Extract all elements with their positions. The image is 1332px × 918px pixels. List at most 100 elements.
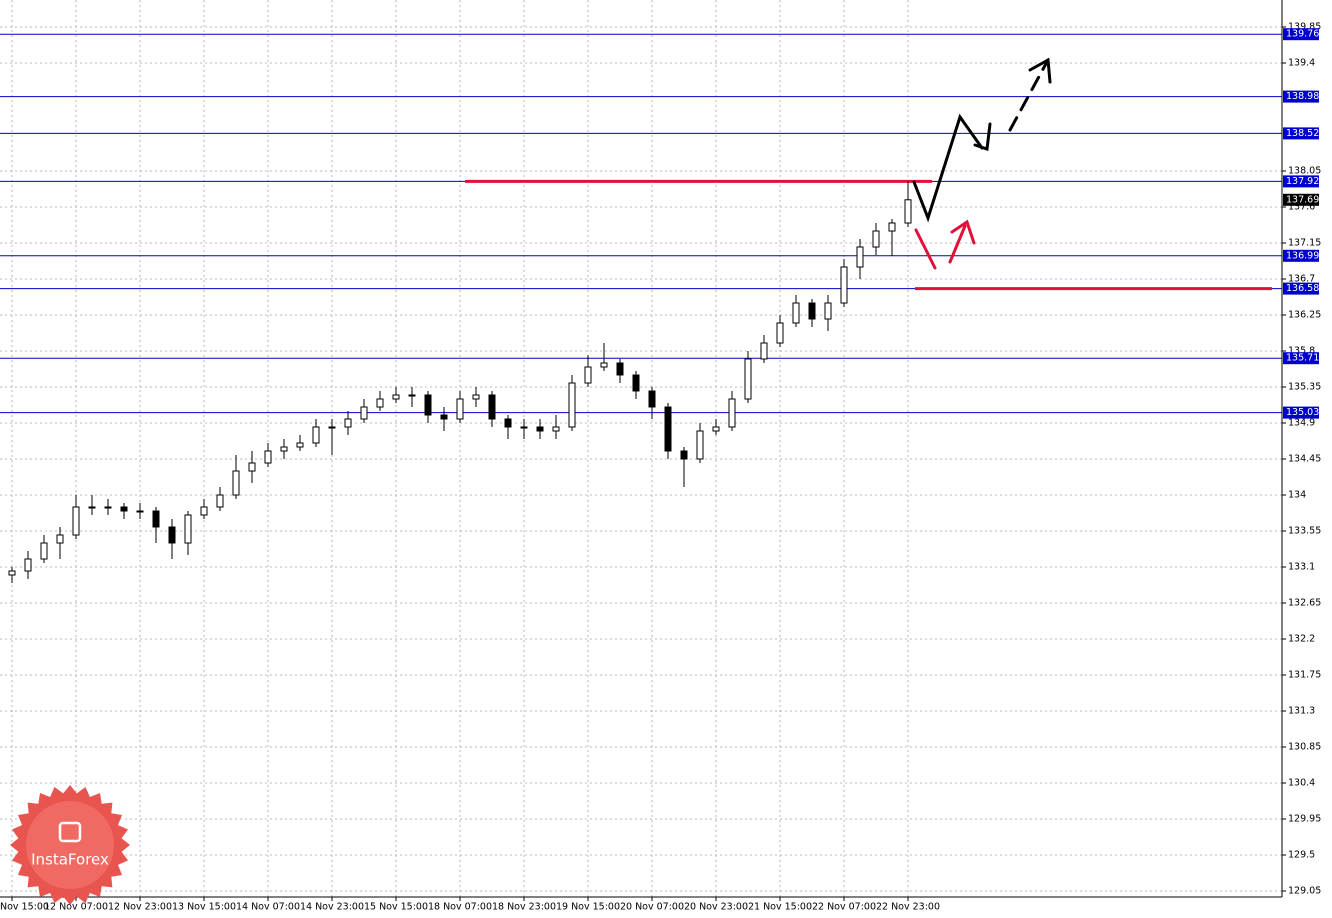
candle-body [376,398,384,408]
level-label-box [1283,127,1319,140]
y-tick-label: 133.1 [1288,562,1315,573]
y-tick-label: 136.7 [1288,274,1315,285]
x-tick-label: 22 Nov 23:00 [876,902,940,913]
x-tick-label: 19 Nov 15:00 [556,902,620,913]
candle-body [440,414,448,420]
x-tick-label: 14 Nov 23:00 [300,902,364,913]
y-tick-label: 129.05 [1288,886,1321,897]
level-label: 135.03 [1286,407,1319,418]
y-tick-label: 133.55 [1288,526,1321,537]
levels [0,33,1282,414]
candle-body [296,442,304,448]
x-tick-label: 18 Nov 23:00 [492,902,556,913]
level-label-box [1283,175,1319,188]
candle-body [56,534,64,544]
candle-body [792,302,800,324]
candle-body [504,418,512,428]
candle-body [200,506,208,516]
candle-body [712,426,720,432]
level-label-box [1283,352,1319,365]
x-tick-label: 20 Nov 07:00 [620,902,684,913]
level-label: 135.71 [1286,353,1319,364]
arrow-main [912,113,984,223]
level-label-box [1283,282,1319,295]
candle-body [152,510,160,528]
candle-body [600,362,608,368]
candle-body [8,570,16,576]
candles [8,181,912,583]
level-label-box [1283,90,1319,103]
candle-body [72,506,80,536]
candle-body [632,374,640,392]
x-tick-label: Nov 15:00 [0,902,49,913]
y-tick-label: 137.15 [1288,238,1321,249]
arrow-alt-down [914,228,937,270]
arrowhead-main [973,122,992,152]
current-price-box [1283,193,1319,206]
x-tick-label: 14 Nov 07:00 [236,902,300,913]
arrow-dashed [1008,58,1050,132]
candle-body [312,426,320,444]
candle-body [552,426,560,432]
x-tick-label: 12 Nov 07:00 [44,902,108,913]
candle-body [664,406,672,452]
logo-text: InstaForex [31,851,109,869]
level-label-box [1283,249,1319,262]
candle-body [648,390,656,408]
arrow-alt-up [948,224,967,264]
y-tick-label: 135.8 [1288,346,1315,357]
arrowhead-alt [950,219,976,245]
y-tick-label: 132.2 [1288,634,1315,645]
x-tick-label: 13 Nov 15:00 [172,902,236,913]
y-tick-label: 139.4 [1288,58,1315,69]
candle-body [584,366,592,384]
candle-body [408,394,416,397]
candle-body [104,506,112,509]
x-tick-label: 22 Nov 07:00 [812,902,876,913]
logo-icon [58,821,82,843]
candle-body [88,506,96,509]
y-tick-label: 134 [1288,490,1306,501]
candle-body [824,302,832,320]
forecast-arrows [912,57,1052,270]
candle-body [232,470,240,496]
candle-body [856,246,864,268]
y-tick-label: 131.3 [1288,706,1315,717]
candle-body [888,222,896,232]
candle-body [280,446,288,452]
candle-body [168,526,176,544]
candle-body [760,342,768,360]
y-tick-label: 130.4 [1288,778,1315,789]
candle-body [840,266,848,304]
x-tick-label: 20 Nov 23:00 [684,902,748,913]
candle-body [488,394,496,420]
candle-body [872,230,880,248]
grid [0,0,1282,897]
level-label: 138.52 [1286,128,1319,139]
x-tick-label: 12 Nov 23:00 [108,902,172,913]
candle-body [904,199,912,224]
candle-body [216,494,224,508]
y-tick-label: 130.85 [1288,742,1321,753]
candle-body [328,426,336,429]
logo-circle [26,801,114,889]
candle-body [536,426,544,432]
level-label: 139.76 [1286,29,1319,40]
candle-body [344,418,352,428]
level-label: 136.58 [1286,283,1319,294]
current-price-label: 137.69 [1286,194,1319,205]
level-label: 136.99 [1286,250,1319,261]
y-tick-label: 132.65 [1288,598,1321,609]
candle-body [40,542,48,560]
candle-body [472,394,480,400]
y-tick-label: 137.6 [1288,202,1315,213]
candle-body [744,358,752,400]
candle-body [808,302,816,320]
y-tick-label: 134.45 [1288,454,1321,465]
candle-body [728,398,736,428]
candle-body [520,426,528,429]
candle-body [776,322,784,344]
y-tick-label: 131.75 [1288,670,1321,681]
y-tick-label: 129.5 [1288,850,1315,861]
